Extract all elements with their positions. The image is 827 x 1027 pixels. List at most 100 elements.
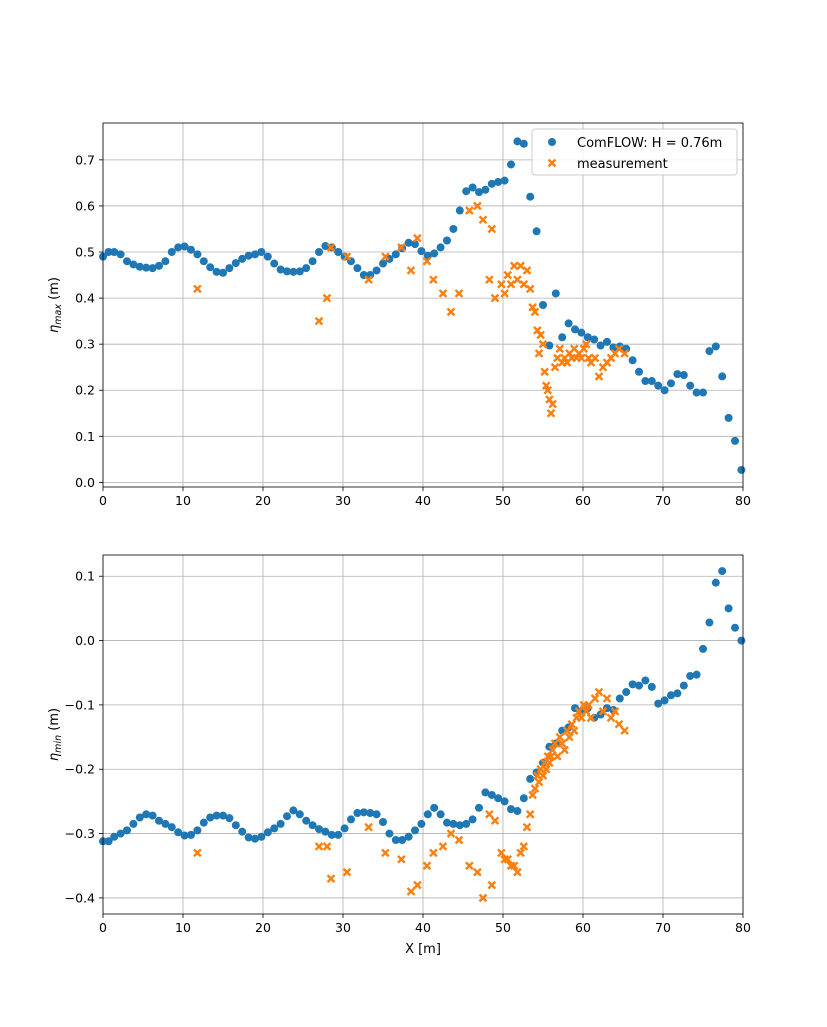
data-point [540, 367, 549, 377]
y-axis-label: ηmax (m) [47, 277, 64, 333]
data-point [379, 817, 387, 826]
data-point [525, 809, 535, 819]
data-point [503, 270, 513, 280]
data-point [263, 828, 272, 837]
data-point [635, 367, 643, 376]
data-point [148, 811, 157, 820]
data-point [543, 385, 553, 395]
data-point [509, 261, 519, 271]
y-tick-label: 0.4 [75, 291, 95, 306]
data-point [497, 848, 506, 858]
data-point [364, 275, 373, 284]
data-point [193, 848, 202, 858]
data-point [500, 176, 509, 185]
data-point [519, 842, 529, 851]
data-point [699, 644, 707, 653]
data-point [283, 267, 291, 276]
data-point [596, 341, 605, 350]
data-point [462, 819, 471, 828]
data-point [686, 381, 695, 390]
data-point [506, 279, 516, 289]
data-point [475, 188, 483, 197]
data-point [579, 344, 589, 354]
data-point [641, 676, 650, 685]
data-point [129, 819, 138, 828]
data-point [465, 206, 474, 215]
data-point [219, 811, 227, 820]
data-point [411, 240, 419, 249]
data-point [326, 243, 336, 252]
y-tick-label: −0.3 [65, 826, 95, 841]
data-point [193, 250, 202, 259]
data-point [321, 242, 330, 251]
data-point [487, 880, 497, 890]
y-tick-label: −0.1 [65, 697, 95, 712]
data-point [513, 807, 522, 816]
legend-marker-x [547, 158, 557, 168]
data-point [574, 707, 584, 716]
data-point [257, 832, 266, 841]
data-point [438, 289, 448, 298]
data-point [686, 671, 695, 680]
data-point [251, 834, 259, 843]
data-point [302, 816, 311, 825]
data-point [548, 399, 557, 409]
data-point [673, 689, 682, 698]
data-point [516, 261, 525, 271]
data-point [289, 806, 298, 815]
data-point [485, 809, 494, 819]
data-point [497, 279, 506, 289]
data-point [308, 821, 317, 830]
data-point [110, 248, 119, 257]
data-point [391, 836, 400, 845]
data-point [530, 307, 540, 317]
data-point [555, 732, 565, 742]
data-point [594, 687, 604, 697]
data-point [398, 836, 407, 845]
data-point [413, 233, 422, 243]
data-point [654, 381, 663, 390]
data-point [404, 238, 413, 247]
data-point [381, 848, 390, 858]
data-point [276, 265, 285, 274]
y-tick-label: 0.2 [75, 383, 95, 398]
data-point [555, 344, 565, 354]
x-tick-label: 0 [99, 493, 107, 508]
data-point [609, 343, 618, 352]
data-point [314, 842, 324, 851]
data-point [550, 739, 560, 748]
data-point [533, 771, 542, 780]
x-tick-label: 60 [575, 493, 591, 508]
data-point [519, 139, 528, 148]
data-point [462, 187, 471, 196]
data-point [381, 252, 390, 261]
data-point [379, 259, 387, 268]
data-point [322, 842, 332, 851]
data-point [490, 816, 500, 826]
data-point [551, 289, 560, 298]
data-point [481, 788, 490, 797]
data-point [446, 307, 456, 317]
data-point [270, 259, 279, 268]
data-point [679, 371, 688, 380]
data-point [238, 827, 247, 836]
data-point [289, 267, 298, 276]
axes-frame [102, 554, 744, 915]
data-point [206, 263, 215, 272]
data-point [478, 893, 488, 903]
data-point [219, 268, 227, 277]
chart-2: 0 10 20 30 40 50 60 70 80 −0.4 −0.3 −0.2 −0.1 0.0 0.1 η… [47, 554, 751, 957]
data-point [581, 707, 591, 716]
data-point [406, 887, 416, 896]
data-point [321, 827, 330, 836]
data-point [667, 379, 675, 388]
data-point [622, 688, 631, 697]
data-point [422, 861, 432, 871]
data-point [569, 726, 579, 735]
data-point [577, 353, 586, 363]
data-point [641, 377, 650, 386]
data-point [422, 256, 432, 266]
data-point [417, 819, 426, 828]
data-point [567, 719, 577, 729]
y-axis-label-symbol: η [47, 753, 62, 761]
